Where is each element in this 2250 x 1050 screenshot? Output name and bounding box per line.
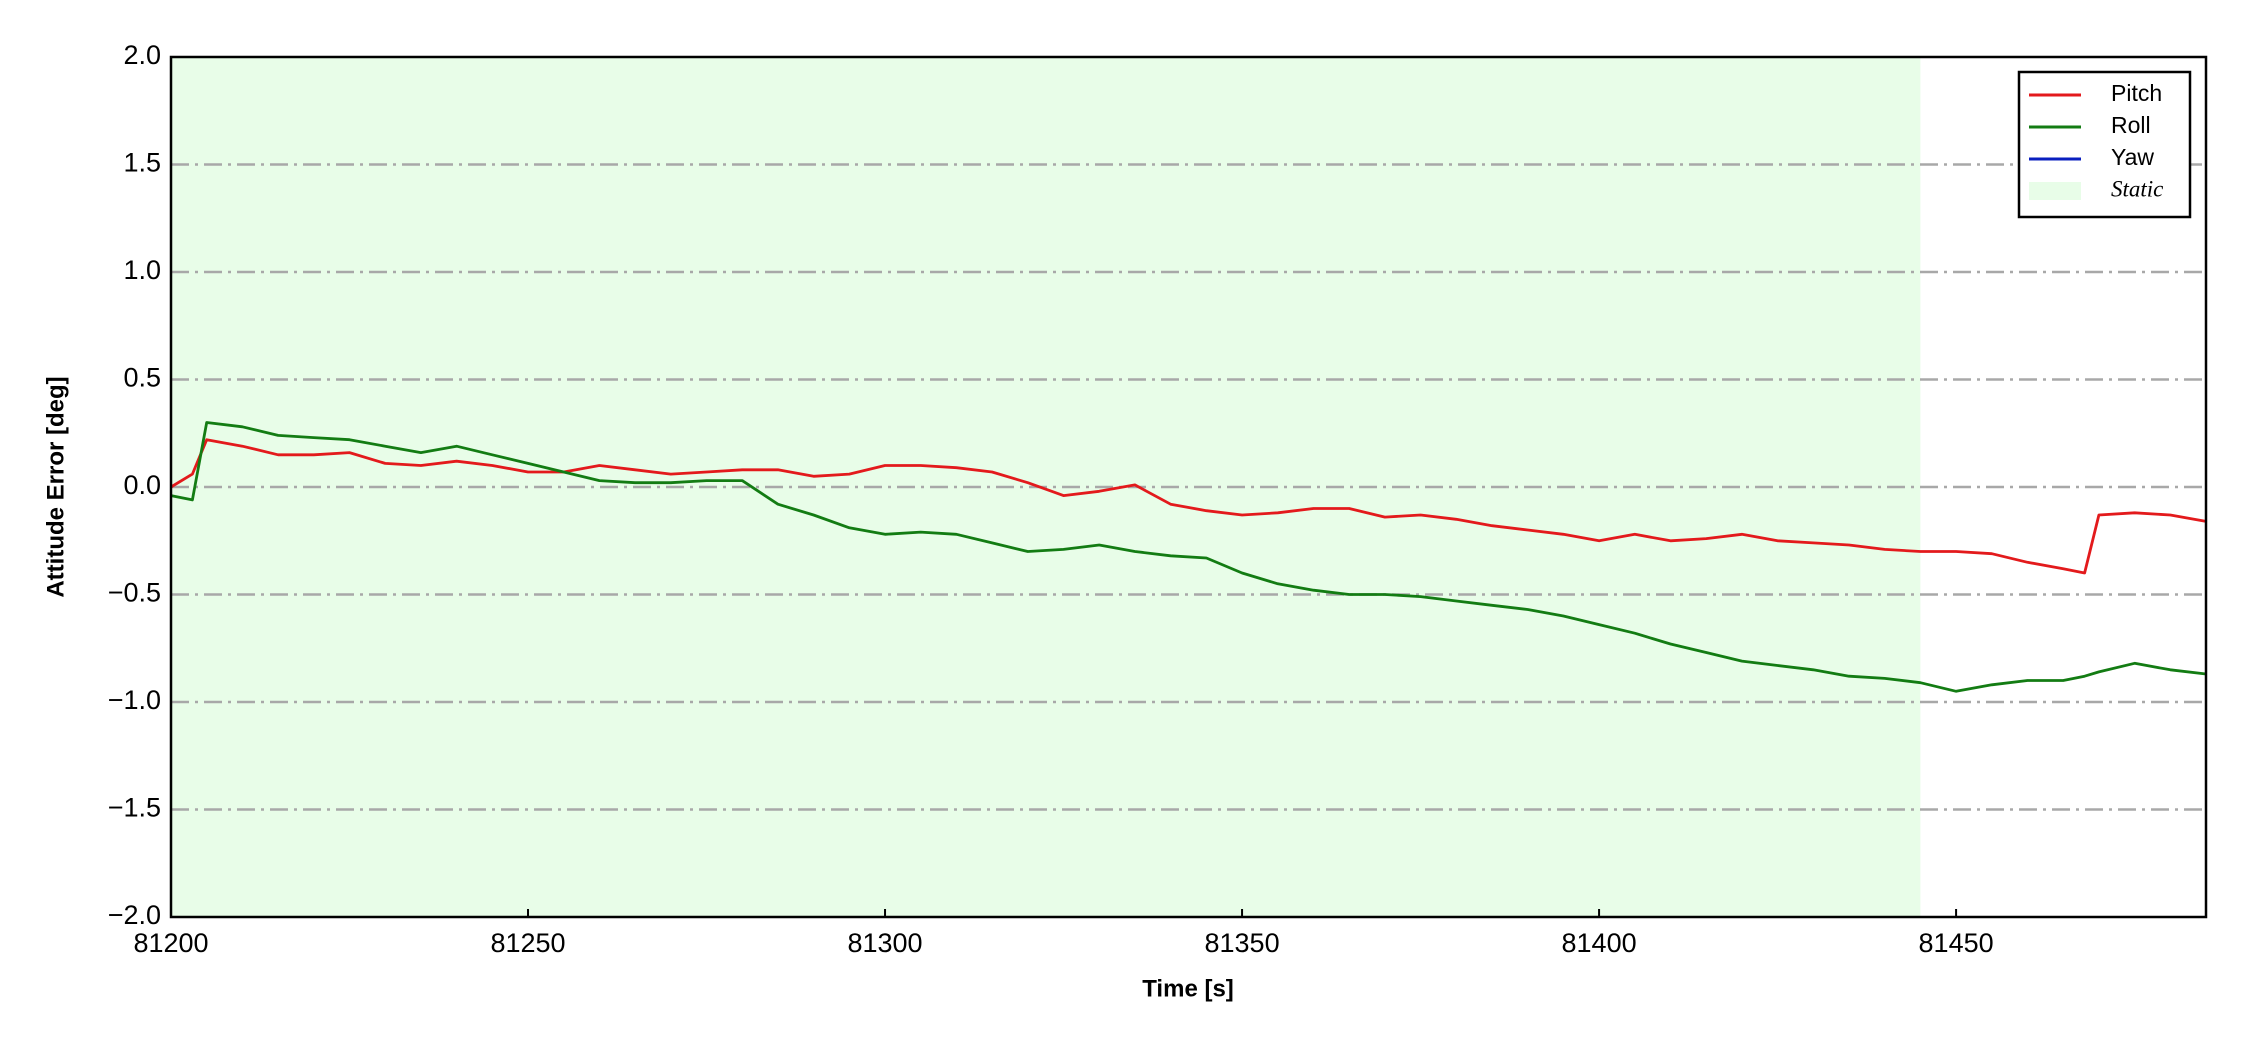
x-axis-label: Time [s]	[1142, 975, 1234, 1002]
x-tick-label: 81200	[133, 928, 208, 958]
y-tick-label: 1.5	[123, 148, 161, 178]
x-tick-label: 81450	[1919, 928, 1994, 958]
y-tick-label: 2.0	[123, 40, 161, 70]
x-tick-label: 81350	[1205, 928, 1280, 958]
y-tick-label: 0.0	[123, 470, 161, 500]
legend-label: Pitch	[2111, 80, 2162, 106]
legend-label: Yaw	[2111, 144, 2154, 170]
y-tick-label: 1.0	[123, 255, 161, 285]
legend-swatch	[2029, 182, 2081, 200]
y-tick-label: −0.5	[108, 578, 161, 608]
x-tick-label: 81300	[847, 928, 922, 958]
legend-label: Roll	[2111, 112, 2151, 138]
y-axis-label: Attitude Error [deg]	[42, 376, 69, 597]
y-tick-label: −2.0	[108, 900, 161, 930]
series-line	[170, 421, 2207, 693]
legend-label: Static	[2111, 176, 2163, 201]
y-tick-label: 0.5	[123, 363, 161, 393]
series-line	[170, 438, 2207, 575]
y-tick-label: −1.5	[108, 793, 161, 823]
x-tick-label: 81250	[490, 928, 565, 958]
x-tick-label: 81400	[1562, 928, 1637, 958]
y-tick-label: −1.0	[108, 685, 161, 715]
plot-frame	[169, 55, 2208, 919]
